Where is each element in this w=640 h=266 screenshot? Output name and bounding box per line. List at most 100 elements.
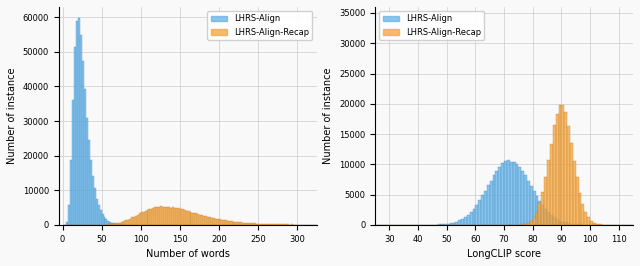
Bar (201, 215, 203, 225)
Bar (544, 209, 547, 225)
Bar (215, 219, 217, 225)
Bar (547, 212, 550, 225)
Bar (447, 223, 450, 225)
Bar (104, 217, 106, 225)
Bar (217, 219, 219, 225)
Bar (119, 224, 121, 225)
Bar (162, 207, 164, 225)
Bar (191, 213, 193, 225)
Bar (561, 222, 564, 225)
Legend: LHRS-Align, LHRS-Align-Recap: LHRS-Align, LHRS-Align-Recap (380, 11, 484, 40)
Bar (284, 224, 285, 225)
Bar (248, 223, 250, 225)
Bar (570, 224, 573, 225)
Bar (556, 114, 559, 225)
Bar (590, 221, 593, 225)
Bar (100, 210, 102, 225)
Bar (260, 224, 262, 225)
Bar (499, 167, 501, 225)
Bar (584, 212, 588, 225)
Bar (567, 223, 570, 225)
Bar (203, 215, 205, 225)
Bar (102, 214, 104, 225)
Bar (266, 224, 268, 225)
Bar (170, 207, 172, 225)
Bar (246, 223, 248, 225)
Bar (541, 205, 544, 225)
Bar (67, 222, 68, 225)
Bar (472, 209, 476, 225)
Bar (262, 224, 264, 225)
Bar (513, 162, 516, 225)
Bar (490, 181, 493, 225)
Bar (236, 222, 238, 225)
Bar (193, 213, 195, 225)
X-axis label: Number of words: Number of words (146, 249, 230, 259)
Bar (168, 207, 170, 225)
Bar (518, 167, 522, 225)
Bar (470, 212, 472, 225)
Bar (184, 210, 186, 225)
Bar (178, 208, 180, 225)
Bar (139, 213, 141, 225)
Bar (450, 223, 452, 225)
Bar (219, 219, 221, 225)
Bar (94, 188, 96, 225)
Bar (90, 160, 92, 225)
Bar (152, 208, 154, 225)
Bar (115, 223, 117, 225)
Bar (111, 223, 113, 225)
Bar (234, 222, 236, 225)
Bar (92, 177, 94, 225)
Bar (166, 207, 168, 225)
Bar (570, 143, 573, 225)
Bar (516, 164, 518, 225)
Bar (254, 223, 256, 225)
Bar (493, 175, 495, 225)
Bar (172, 207, 174, 225)
Bar (524, 224, 527, 225)
Bar (271, 224, 273, 225)
Bar (561, 105, 564, 225)
Bar (74, 47, 76, 225)
Bar (199, 215, 201, 225)
Bar (593, 223, 596, 225)
Y-axis label: Number of instance: Number of instance (7, 68, 17, 164)
Bar (133, 217, 135, 225)
Bar (182, 209, 184, 225)
Bar (213, 218, 215, 225)
Bar (464, 217, 467, 225)
Bar (84, 89, 86, 225)
Bar (150, 209, 152, 225)
Bar (481, 196, 484, 225)
Bar (205, 216, 207, 225)
Bar (244, 223, 246, 225)
Bar (70, 160, 72, 225)
Bar (444, 224, 447, 225)
Bar (225, 220, 227, 225)
Bar (238, 222, 241, 225)
Bar (154, 207, 156, 225)
Bar (250, 223, 252, 225)
Bar (264, 224, 266, 225)
Bar (96, 199, 98, 225)
Bar (268, 224, 269, 225)
Bar (68, 205, 70, 225)
X-axis label: LongCLIP score: LongCLIP score (467, 249, 541, 259)
Bar (441, 224, 444, 225)
Bar (576, 224, 579, 225)
Bar (121, 222, 123, 225)
Bar (278, 224, 280, 225)
Bar (530, 186, 532, 225)
Bar (547, 160, 550, 225)
Bar (273, 224, 275, 225)
Bar (544, 177, 547, 225)
Bar (484, 191, 487, 225)
Bar (478, 200, 481, 225)
Bar (541, 192, 544, 225)
Bar (232, 222, 234, 225)
Bar (113, 224, 115, 225)
Bar (553, 217, 556, 225)
Bar (227, 221, 228, 225)
Bar (536, 196, 538, 225)
